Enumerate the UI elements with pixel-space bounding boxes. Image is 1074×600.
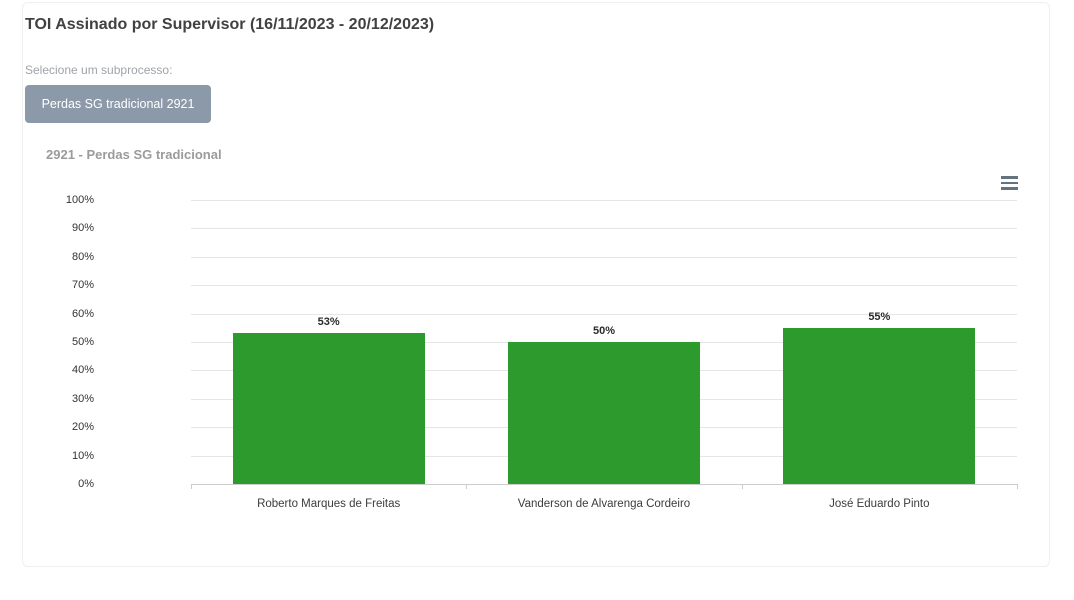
- bar-value-label: 50%: [592, 325, 616, 337]
- x-axis-tick: [1017, 484, 1018, 489]
- chart-context-menu-button[interactable]: [995, 171, 1023, 195]
- category-label: José Eduardo Pinto: [829, 498, 930, 510]
- gridline: [191, 313, 1017, 315]
- y-axis-label: 90%: [71, 222, 94, 235]
- bar[interactable]: [508, 342, 700, 484]
- category-label: Roberto Marques de Freitas: [257, 498, 401, 510]
- y-axis-label: 60%: [71, 307, 94, 320]
- y-axis-label: 30%: [71, 392, 94, 405]
- y-axis-label: 50%: [71, 336, 94, 348]
- subprocess-select-label: Selecione um subprocesso:: [25, 63, 173, 77]
- gridline: [191, 200, 1017, 201]
- x-axis-tick: [466, 484, 468, 489]
- y-axis-label: 0%: [78, 478, 94, 490]
- y-axis-label: 100%: [65, 194, 94, 206]
- gridline: [191, 256, 1017, 258]
- bar-value-label: 55%: [868, 310, 891, 323]
- y-axis-label: 10%: [71, 449, 94, 462]
- bar[interactable]: [232, 333, 425, 484]
- gridline: [191, 285, 1017, 287]
- y-axis-label: 70%: [71, 279, 94, 292]
- plot-area: 100% 90% 80% 70% 60% 50% 40% 30% 20% 10% 0% 53% Robe…: [23, 3, 1051, 568]
- x-axis-tick: [741, 484, 743, 489]
- widget-card: TOI Assinado por Supervisor (16/11/2023 …: [22, 2, 1050, 567]
- bar[interactable]: [783, 327, 976, 484]
- subprocess-button[interactable]: Perdas SG tradicional 2921: [25, 85, 211, 123]
- x-axis-tick: [191, 484, 192, 489]
- chart-subtitle: 2921 - Perdas SG tradicional: [46, 147, 222, 162]
- x-axis-line: [191, 484, 1017, 485]
- y-axis-label: 40%: [71, 364, 94, 377]
- bar-value-label: 53%: [317, 316, 340, 329]
- gridline: [191, 228, 1017, 230]
- y-axis-label: 80%: [71, 250, 94, 263]
- y-axis-label: 20%: [71, 421, 94, 434]
- page-title: TOI Assinado por Supervisor (16/11/2023 …: [25, 16, 435, 33]
- category-label: Vanderson de Alvarenga Cordeiro: [517, 498, 691, 510]
- hamburger-menu-icon: [1000, 176, 1018, 190]
